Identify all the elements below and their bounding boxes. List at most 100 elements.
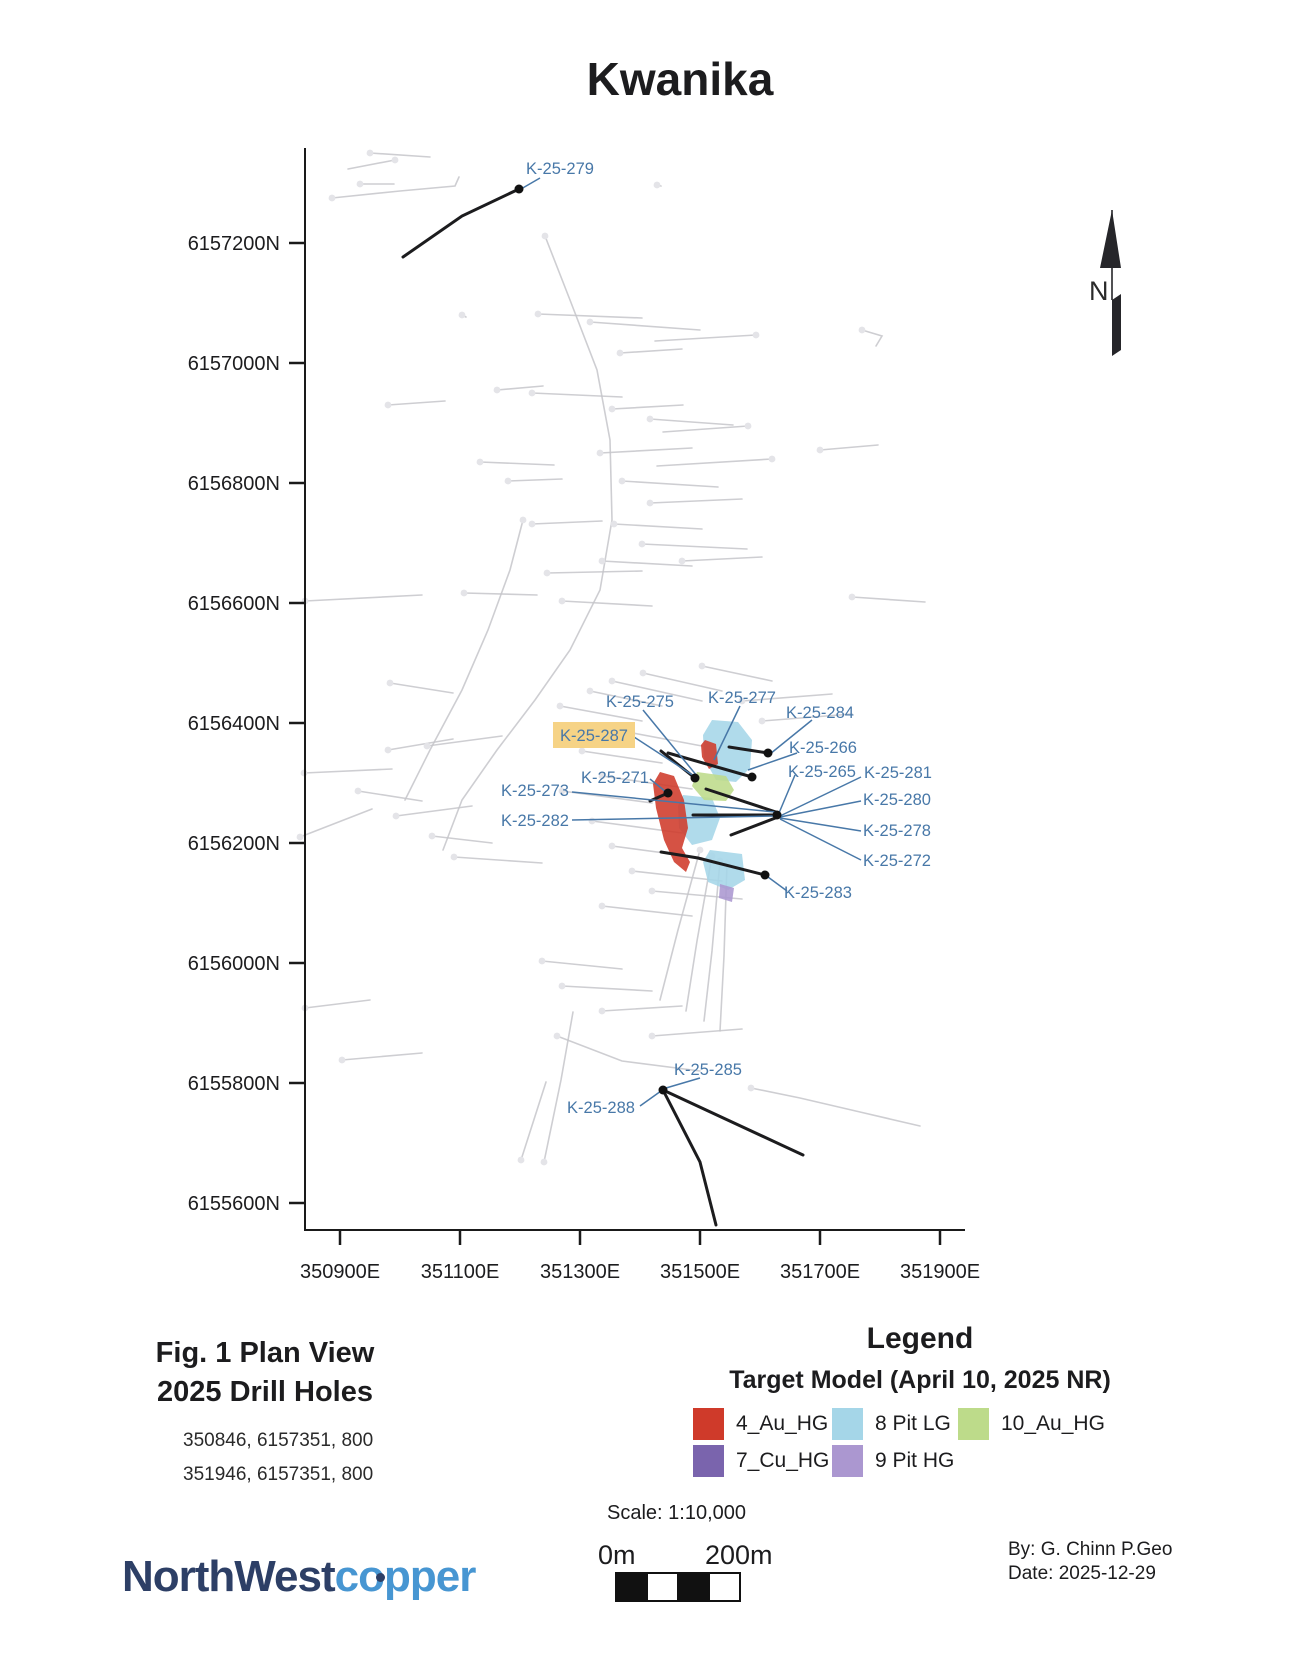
legacy-drill-trace [819, 444, 879, 451]
legend-item-10-au-hg: 10_Au_HG [958, 1408, 1105, 1440]
legacy-drill-trace [656, 458, 773, 467]
corner-coordinate-2: 351946, 6157351, 800 [183, 1464, 374, 1485]
target-8-pit-lg [703, 850, 745, 890]
label-leader-line [642, 709, 698, 777]
legacy-collar-dot [598, 772, 606, 780]
legacy-collar-dot [354, 787, 362, 795]
legend-swatch-9-pit-hg [832, 1445, 863, 1477]
legacy-collar-dot [476, 458, 484, 466]
x-axis-tick-label: 351100E [421, 1261, 500, 1283]
drill-hole-label: K-25-278 [863, 822, 931, 840]
drill-hole-label: K-25-272 [863, 852, 931, 870]
legacy-collar-dot [586, 318, 594, 326]
legacy-drill-trace [701, 665, 773, 682]
legacy-collar-dot [541, 232, 549, 240]
legacy-drill-trace [703, 860, 721, 1022]
legacy-drill-trace [601, 905, 693, 917]
legacy-drill-trace [520, 1081, 547, 1161]
legacy-drill-trace [453, 856, 543, 864]
legacy-collar-dot [653, 181, 661, 189]
legacy-drill-trace [619, 348, 683, 354]
drill-trace-2025 [659, 850, 767, 877]
drill-hole-label: K-25-277 [708, 689, 776, 707]
figure-caption: Fig. 1 Plan View 2025 Drill Holes [100, 1334, 430, 1412]
legacy-drill-trace [479, 461, 555, 466]
logo-northwest: NorthWest [122, 1552, 336, 1601]
y-axis-tick-label: 6157200N [188, 233, 280, 255]
drill-collar-dot [747, 772, 757, 782]
legacy-collar-dot [493, 386, 501, 394]
legacy-collar-dot [517, 1156, 525, 1164]
legacy-collar-dot [638, 540, 646, 548]
north-arrow-letter: N [1089, 276, 1109, 306]
legacy-drill-trace [601, 1005, 683, 1012]
legacy-collar-dot [639, 669, 647, 677]
drill-collar-dot [772, 810, 782, 820]
legacy-drill-trace [537, 313, 643, 319]
legacy-collar-dot [384, 401, 392, 409]
legacy-collar-dot [648, 1032, 656, 1040]
label-leader-line [649, 778, 667, 793]
label-leader-line [769, 719, 813, 755]
drill-hole-label: K-25-273 [501, 782, 569, 800]
legacy-drill-trace [621, 730, 703, 747]
legacy-collar-dot [598, 1007, 606, 1015]
legacy-collar-dot [816, 446, 824, 454]
label-highlight [553, 722, 635, 748]
legacy-collar-dot [460, 589, 468, 597]
axis-frame [304, 148, 965, 1231]
legacy-collar-dot [538, 957, 546, 965]
legacy-collar-dot [578, 747, 586, 755]
drill-hole-label: K-25-265 [788, 763, 856, 781]
label-leader-line [639, 1090, 662, 1107]
legacy-collar-dot [558, 787, 566, 795]
north-arrow-tail [1112, 294, 1121, 356]
legacy-collar-dot [858, 326, 866, 334]
legacy-collar-dot [598, 902, 606, 910]
label-leader-line [665, 1077, 701, 1089]
north-arrow-head [1100, 210, 1121, 268]
drill-hole-label: K-25-284 [786, 704, 854, 722]
legend-swatch-7-cu-hg [693, 1445, 724, 1477]
legacy-collar-dot [738, 697, 746, 705]
target-8-pit-lg [678, 795, 720, 845]
drill-hole-label: K-25-280 [863, 791, 931, 809]
legacy-drill-trace [387, 400, 446, 406]
legacy-drill-trace [426, 735, 503, 747]
legacy-drill-trace [621, 480, 719, 488]
legacy-collar-dot [747, 1084, 755, 1092]
drill-trace-2025 [704, 787, 781, 815]
legacy-drill-trace [496, 385, 544, 391]
company-logo: NorthWestcopper [122, 1552, 476, 1602]
legacy-collar-dot [558, 597, 566, 605]
legacy-collar-dot [758, 717, 766, 725]
logo-o-dot [375, 1573, 385, 1582]
legacy-drill-trace [389, 682, 454, 694]
y-axis-tick-label: 6155800N [188, 1073, 280, 1095]
y-axis-tick-label: 6157000N [188, 353, 280, 375]
legend-subtitle: Target Model (April 10, 2025 NR) [729, 1366, 1111, 1394]
scalebar-right-label: 200m [705, 1540, 773, 1570]
legend-label: 7_Cu_HG [736, 1449, 830, 1472]
label-leader-line [571, 791, 776, 813]
drill-hole-label: K-25-288 [567, 1099, 635, 1117]
legacy-drill-trace [649, 418, 734, 426]
scalebar-segment [708, 1574, 739, 1600]
legacy-drill-trace [589, 690, 663, 707]
legacy-collar-dot [366, 149, 374, 157]
scalebar-left-label: 0m [598, 1540, 636, 1570]
drill-hole-label: K-25-285 [674, 1061, 742, 1079]
legacy-drill-trace [561, 985, 653, 992]
x-axis-tick-label: 351300E [540, 1261, 620, 1283]
x-axis-tick-label: 351700E [780, 1261, 860, 1283]
target-4-au-hg [701, 740, 718, 769]
legacy-drill-trace [581, 750, 663, 764]
scalebar-segment [646, 1574, 679, 1600]
legacy-collar-dot [458, 311, 466, 319]
legacy-collar-dot [648, 887, 656, 895]
legacy-drill-trace [641, 543, 748, 550]
legacy-drill-trace [589, 321, 701, 331]
legacy-collar-dot [528, 520, 536, 528]
legend-label: 9 Pit HG [875, 1449, 955, 1472]
